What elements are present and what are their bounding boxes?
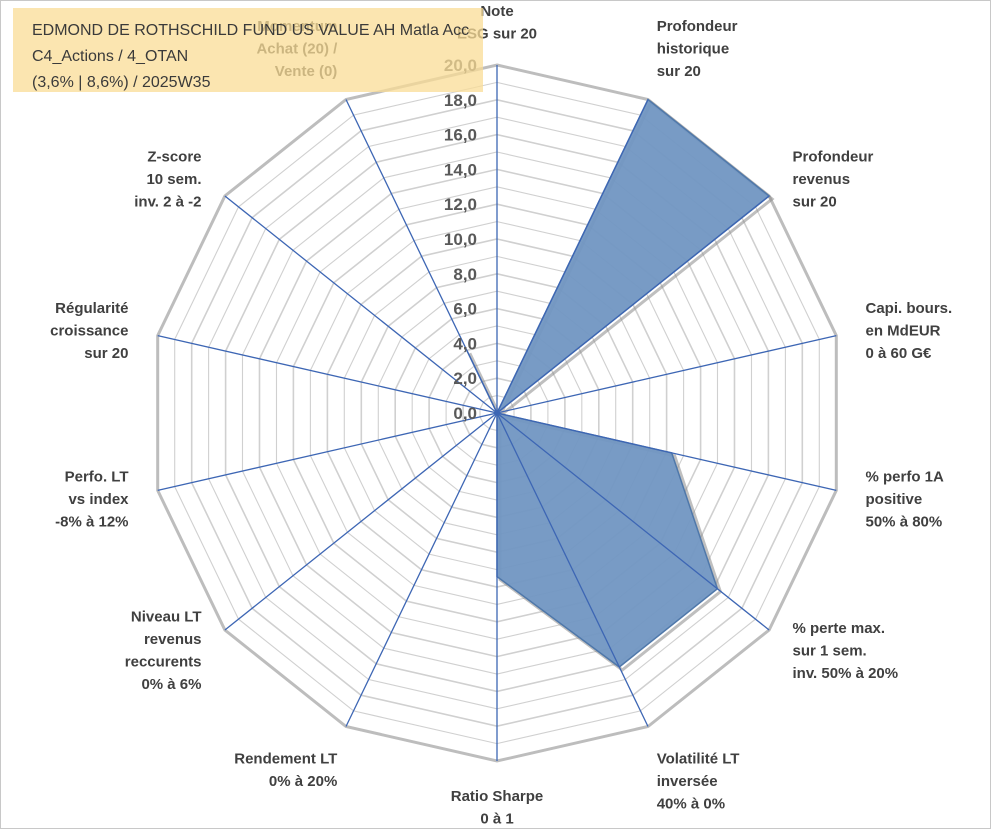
radar-spoke-9 (224, 412, 498, 631)
radar-spoke-2 (496, 195, 770, 414)
axis-label-10: Perfo. LT vs index -8% à 12% (55, 468, 129, 530)
axis-label-line: revenus (144, 631, 202, 648)
radar-spoke-11 (157, 334, 498, 414)
axis-label-line: Profondeur (657, 18, 738, 35)
axis-label-line: 10 sem. (146, 171, 201, 188)
axis-label-line: Perfo. LT (65, 468, 129, 485)
axis-label-line: sur 20 (793, 194, 837, 211)
radial-tick-label: 16,0 (444, 126, 477, 145)
axis-label-line: inv. 2 à -2 (134, 194, 201, 211)
radar-spoke-4 (496, 412, 837, 492)
axis-label-line: croissance (50, 323, 128, 340)
axis-label-7: Ratio Sharpe 0 à 1 (451, 788, 544, 828)
axis-label-line: revenus (793, 171, 851, 188)
radial-tick-label: 4,0 (453, 334, 477, 353)
radar-spoke-6 (496, 412, 649, 727)
axis-label-line: % perfo 1A (866, 468, 945, 485)
axis-label-line: sur 1 sem. (793, 642, 867, 659)
axis-label-line: Profondeur (793, 149, 874, 166)
axis-label-line: Régularité (55, 300, 128, 317)
axis-label-line: 0 à 60 G€ (866, 345, 933, 362)
spoke-layer (157, 65, 837, 761)
axis-label-line: reccurents (125, 654, 202, 671)
chart-title-box: EDMOND DE ROTHSCHILD FUND US VALUE AH Ma… (13, 8, 483, 92)
radar-spoke-12 (224, 195, 498, 414)
axis-label-line: % perte max. (793, 620, 886, 637)
axis-label-line: Volatilité LT (657, 751, 740, 768)
axis-label-line: Z-score (147, 149, 201, 166)
chart-title-line-1: EDMOND DE ROTHSCHILD FUND US VALUE AH Ma… (32, 22, 470, 39)
axis-label-12: Z-score 10 sem. inv. 2 à -2 (134, 149, 201, 211)
radial-tick-label: 2,0 (453, 369, 477, 388)
axis-label-line: en MdEUR (866, 323, 941, 340)
axis-label-line: vs index (68, 491, 129, 508)
axis-label-line: Ratio Sharpe (451, 788, 544, 805)
radar-spoke-8 (345, 412, 498, 727)
radial-tick-label: 14,0 (444, 160, 477, 179)
series-area (466, 98, 771, 668)
axis-label-4: % perfo 1A positive 50% à 80% (866, 468, 945, 530)
axis-label-line: sur 20 (84, 345, 128, 362)
axis-label-11: Régularité croissance sur 20 (50, 300, 128, 362)
axis-label-line: Capi. bours. (866, 300, 953, 317)
radial-tick-label: 18,0 (444, 91, 477, 110)
axis-label-line: sur 20 (657, 63, 701, 80)
radar-spoke-13 (345, 99, 498, 414)
radial-tick-label: 10,0 (444, 230, 477, 249)
radar-spoke-10 (157, 412, 498, 492)
axis-label-line: Niveau LT (131, 609, 202, 626)
axis-label-line: 50% à 80% (866, 513, 943, 530)
radar-spoke-5 (496, 412, 770, 631)
axis-label-2: Profondeur revenus sur 20 (793, 149, 874, 211)
axis-label-line: historique (657, 40, 730, 57)
axis-label-line: positive (866, 491, 923, 508)
axis-label-1: Profondeur historique sur 20 (657, 18, 738, 80)
axis-label-line: 0 à 1 (480, 811, 513, 828)
axis-label-5: % perte max. sur 1 sem. inv. 50% à 20% (793, 620, 899, 682)
chart-title-line-3: (3,6% | 8,6%) / 2025W35 (32, 74, 211, 91)
axis-label-line: 0% à 20% (269, 773, 337, 790)
radar-spoke-1 (496, 99, 649, 414)
axis-label-line: Rendement LT (234, 751, 337, 768)
axis-label-9: Niveau LT revenus reccurents 0% à 6% (125, 609, 202, 694)
radial-tick-label: 8,0 (453, 265, 477, 284)
axis-label-6: Volatilité LT inversée 40% à 0% (657, 751, 740, 813)
axis-label-line: inversée (657, 773, 718, 790)
radial-tick-label: 0,0 (453, 404, 477, 423)
chart-title-line-2: C4_Actions / 4_OTAN (32, 48, 189, 65)
radial-tick-label: 12,0 (444, 195, 477, 214)
radial-tick-label: 6,0 (453, 300, 477, 319)
radar-spoke-3 (496, 334, 837, 414)
axis-label-line: 40% à 0% (657, 796, 725, 813)
axis-label-line: inv. 50% à 20% (793, 665, 899, 682)
axis-label-line: -8% à 12% (55, 513, 128, 530)
axis-label-3: Capi. bours. en MdEUR 0 à 60 G€ (866, 300, 953, 362)
axis-label-line: 0% à 6% (141, 676, 201, 693)
axis-label-8: Rendement LT 0% à 20% (234, 751, 337, 791)
axis-label-line: Note (480, 3, 513, 20)
